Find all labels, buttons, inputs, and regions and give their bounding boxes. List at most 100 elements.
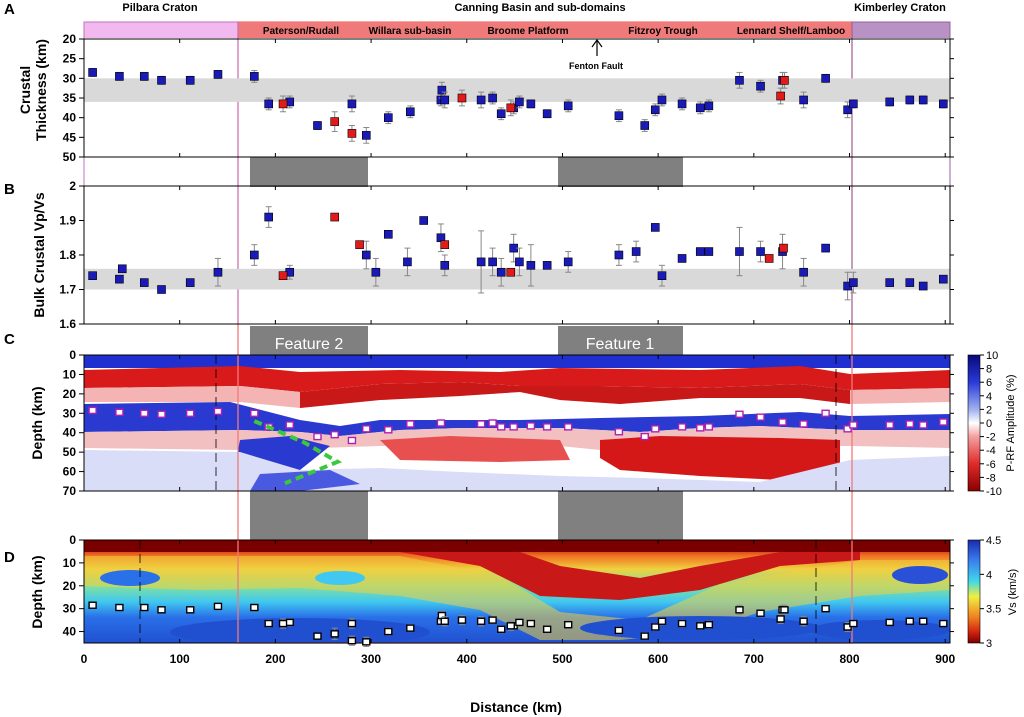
vpvs-point-blue xyxy=(695,247,705,256)
vs-moho-point xyxy=(756,609,765,617)
panel-c-colorbar xyxy=(967,354,981,492)
vs-moho-point xyxy=(919,617,928,625)
rf-moho-point xyxy=(677,423,687,431)
fenton-fault-marker: Fenton Fault xyxy=(569,38,623,71)
vs-moho-point xyxy=(677,619,687,628)
x-tick-label: 600 xyxy=(648,652,668,666)
y-tick-label: 50 xyxy=(63,150,77,164)
x-tick-label: 0 xyxy=(81,652,88,666)
axes-frame xyxy=(83,539,951,644)
reference-band xyxy=(84,268,950,290)
y-tick-label: 25 xyxy=(63,52,77,66)
colorbar-tick-label: 8 xyxy=(986,364,992,376)
vs-moho-point xyxy=(799,617,808,625)
vs-moho-point xyxy=(347,637,357,645)
thickness-point-blue xyxy=(735,76,744,85)
rf-moho-point xyxy=(476,420,486,428)
rf-moho-point xyxy=(563,423,573,431)
vs-moho-point xyxy=(939,619,948,628)
panel-c-moho-points xyxy=(88,406,948,445)
vpvs-point-blue xyxy=(905,278,915,287)
subdomain-label: Lennard Shelf/Lamboo xyxy=(737,26,845,37)
vs-moho-point xyxy=(488,616,497,624)
vpvs-point-blue xyxy=(488,257,497,267)
x-tick-label: 800 xyxy=(840,652,860,666)
colorbar-tick-label: 3.5 xyxy=(986,604,1001,616)
colorbar-tick-label: -8 xyxy=(986,472,996,484)
vpvs-point-blue xyxy=(657,271,667,281)
vpvs-point-blue xyxy=(526,261,536,270)
vs-moho-point xyxy=(885,618,894,627)
y-tick-label: 2 xyxy=(69,179,76,193)
vs-moho-point xyxy=(905,617,915,625)
canning-label: Canning Basin and sub-domains xyxy=(454,2,625,14)
rf-moho-point xyxy=(488,419,497,427)
thickness-point-blue xyxy=(139,72,149,81)
thickness-point-blue xyxy=(695,103,705,113)
vs-moho-point xyxy=(542,625,552,633)
colorbar-tick-label: 6 xyxy=(986,377,992,389)
thickness-point-blue xyxy=(361,131,371,140)
feature-2-trace xyxy=(253,419,343,486)
vpvs-point-blue xyxy=(515,257,524,267)
rf-moho-point xyxy=(885,421,894,429)
rf-moho-point xyxy=(313,432,322,441)
thickness-point-blue xyxy=(515,97,524,107)
vpvs-point-blue xyxy=(139,278,149,287)
panel-d-heatmap xyxy=(84,540,950,643)
colorbar-tick-label: 4 xyxy=(986,569,992,581)
axes-frame xyxy=(83,185,951,325)
y-tick-label: 40 xyxy=(63,625,77,639)
thickness-point-blue xyxy=(437,85,447,95)
y-tick-label: 1.8 xyxy=(59,248,76,262)
y-tick-label: 10 xyxy=(63,556,77,570)
rf-moho-point xyxy=(704,423,714,431)
feature-2-dashed-trace xyxy=(253,419,343,486)
rf-moho-point xyxy=(651,425,660,433)
thickness-point-blue xyxy=(799,95,808,105)
rf-moho-point xyxy=(778,418,787,426)
panel-letter: C xyxy=(4,331,15,348)
rf-moho-point xyxy=(799,420,808,428)
vs-moho-point xyxy=(526,619,536,628)
rf-moho-point xyxy=(696,424,705,432)
rf-moho-point xyxy=(905,420,915,428)
colorbar-tick-label: 2 xyxy=(986,404,992,416)
vpvs-point-blue xyxy=(361,250,371,260)
thickness-point-blue xyxy=(347,99,357,109)
panel-c-heatmap xyxy=(84,355,950,491)
vs-moho-point xyxy=(278,619,288,628)
thickness-point-red xyxy=(457,93,467,103)
vs-moho-point xyxy=(515,618,524,627)
thickness-point-blue xyxy=(905,95,915,105)
y-tick-label: 20 xyxy=(63,579,77,593)
vs-moho-point xyxy=(440,617,449,625)
subdomain-label: Fitzroy Trough xyxy=(628,26,697,37)
rf-moho-point xyxy=(939,418,948,426)
vpvs-point-blue xyxy=(821,243,830,253)
colorbar-tick-label: 10 xyxy=(986,350,998,362)
feature-2-band-cd xyxy=(250,491,368,540)
vpvs-point-blue xyxy=(918,281,928,291)
colorbar-tick-label: 4 xyxy=(986,391,992,403)
y-tick-label: 40 xyxy=(63,426,77,440)
thickness-point-blue xyxy=(657,95,667,105)
vpvs-point-blue xyxy=(756,247,765,256)
vpvs-point-blue xyxy=(213,267,223,277)
thickness-point-blue xyxy=(849,99,858,109)
thickness-point-blue xyxy=(821,74,830,83)
thickness-point-blue xyxy=(939,99,948,109)
rf-moho-point xyxy=(406,420,415,428)
rf-moho-point xyxy=(526,422,536,430)
thickness-point-blue xyxy=(406,107,415,117)
vs-moho-point xyxy=(313,632,322,640)
colorbar-tick-label: -6 xyxy=(986,459,996,471)
thickness-point-blue xyxy=(756,81,765,91)
vs-moho-point xyxy=(250,603,259,612)
rf-moho-point xyxy=(821,409,830,417)
rf-moho-point xyxy=(640,432,649,441)
vs-moho-point xyxy=(506,622,515,630)
thickness-point-blue xyxy=(250,72,259,81)
vs-moho-point xyxy=(696,622,705,630)
canning-band xyxy=(238,22,852,38)
